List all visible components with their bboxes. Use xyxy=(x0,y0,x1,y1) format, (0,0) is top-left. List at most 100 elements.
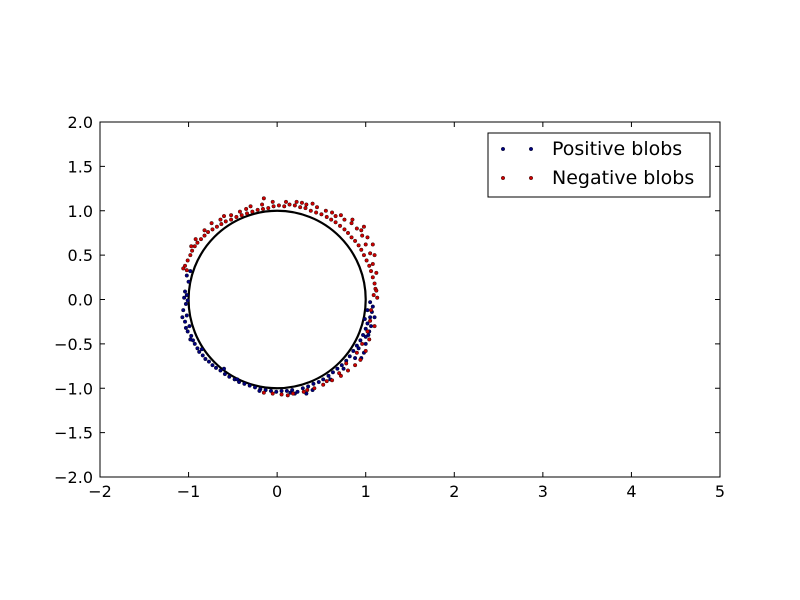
data-point xyxy=(339,363,344,368)
data-point xyxy=(188,253,193,258)
y-tick-label: −0.5 xyxy=(54,335,93,354)
data-point xyxy=(271,204,276,209)
y-tick-label: 1.0 xyxy=(68,202,93,221)
data-point xyxy=(356,346,361,351)
data-point xyxy=(189,333,194,338)
data-point xyxy=(198,237,203,242)
legend: Positive blobs Negative blobs xyxy=(487,132,711,198)
data-point xyxy=(367,337,372,342)
data-point xyxy=(214,365,219,370)
data-point xyxy=(363,348,368,353)
data-point xyxy=(368,315,373,320)
data-point xyxy=(192,341,197,346)
data-point xyxy=(330,210,335,215)
data-point xyxy=(184,273,189,278)
data-point xyxy=(367,263,372,268)
y-tick-label: 1.5 xyxy=(68,157,93,176)
data-point xyxy=(181,266,186,271)
data-point xyxy=(292,203,297,208)
series-negative xyxy=(181,196,380,398)
data-point xyxy=(333,220,338,225)
data-point xyxy=(235,377,240,382)
data-point xyxy=(368,318,373,323)
data-point xyxy=(354,226,359,231)
data-point xyxy=(333,214,338,219)
data-point xyxy=(363,334,368,339)
data-point xyxy=(180,315,185,320)
data-point xyxy=(359,247,364,252)
data-point xyxy=(350,217,355,222)
data-point xyxy=(183,289,188,294)
data-point xyxy=(372,315,377,320)
x-tick-label: 4 xyxy=(626,482,636,501)
data-point xyxy=(203,356,208,361)
data-point xyxy=(375,295,380,300)
y-tick-label: −1.5 xyxy=(54,424,93,443)
data-point xyxy=(319,212,324,217)
data-point xyxy=(358,338,363,343)
data-point xyxy=(300,386,305,391)
data-point xyxy=(189,244,194,249)
data-point xyxy=(218,217,223,222)
data-point xyxy=(210,363,215,368)
plot-area xyxy=(180,196,380,398)
data-point xyxy=(304,202,309,207)
y-tick-label: −2.0 xyxy=(54,468,93,487)
y-tick-label: 0.0 xyxy=(68,291,93,310)
data-point xyxy=(330,370,335,375)
data-point xyxy=(260,206,265,211)
data-point xyxy=(306,384,311,389)
data-point xyxy=(329,217,334,222)
data-point xyxy=(368,251,373,256)
data-point xyxy=(274,389,279,394)
data-point xyxy=(311,381,316,386)
data-point xyxy=(210,227,215,232)
data-point xyxy=(299,200,304,205)
data-point xyxy=(197,349,202,354)
data-point xyxy=(284,199,289,204)
legend-marker xyxy=(501,146,506,151)
data-point xyxy=(324,379,329,384)
data-point xyxy=(360,233,365,238)
data-point xyxy=(255,207,260,212)
data-point xyxy=(365,308,370,313)
y-tick-label: 0.5 xyxy=(68,246,93,265)
data-point xyxy=(261,196,266,201)
data-point xyxy=(221,366,226,371)
data-point xyxy=(260,202,265,207)
data-point xyxy=(184,313,189,318)
x-tick-label: −2 xyxy=(88,482,112,501)
data-point xyxy=(374,270,379,275)
data-point xyxy=(181,308,186,313)
data-point xyxy=(341,366,346,371)
x-tick-label: −1 xyxy=(177,482,201,501)
data-point xyxy=(266,206,271,211)
data-point xyxy=(279,392,284,397)
data-point xyxy=(370,275,375,280)
data-point xyxy=(354,350,359,355)
data-point xyxy=(363,242,368,247)
x-tick-label: 2 xyxy=(449,482,459,501)
data-point xyxy=(346,368,351,373)
data-point xyxy=(370,304,375,309)
x-tick-label: 1 xyxy=(361,482,371,501)
data-point xyxy=(369,269,374,274)
data-point xyxy=(195,346,200,351)
data-point xyxy=(222,372,227,377)
data-point xyxy=(298,205,303,210)
data-point xyxy=(321,382,326,387)
data-point xyxy=(223,219,228,224)
data-point xyxy=(186,279,191,284)
data-point xyxy=(229,217,234,222)
data-point xyxy=(245,211,250,216)
data-point xyxy=(287,202,292,207)
data-point xyxy=(227,374,232,379)
data-point xyxy=(214,224,219,229)
data-point xyxy=(188,269,193,274)
data-point xyxy=(324,214,329,219)
data-point xyxy=(365,329,370,334)
data-point xyxy=(372,253,377,258)
data-point xyxy=(353,356,358,361)
data-point xyxy=(185,258,190,263)
